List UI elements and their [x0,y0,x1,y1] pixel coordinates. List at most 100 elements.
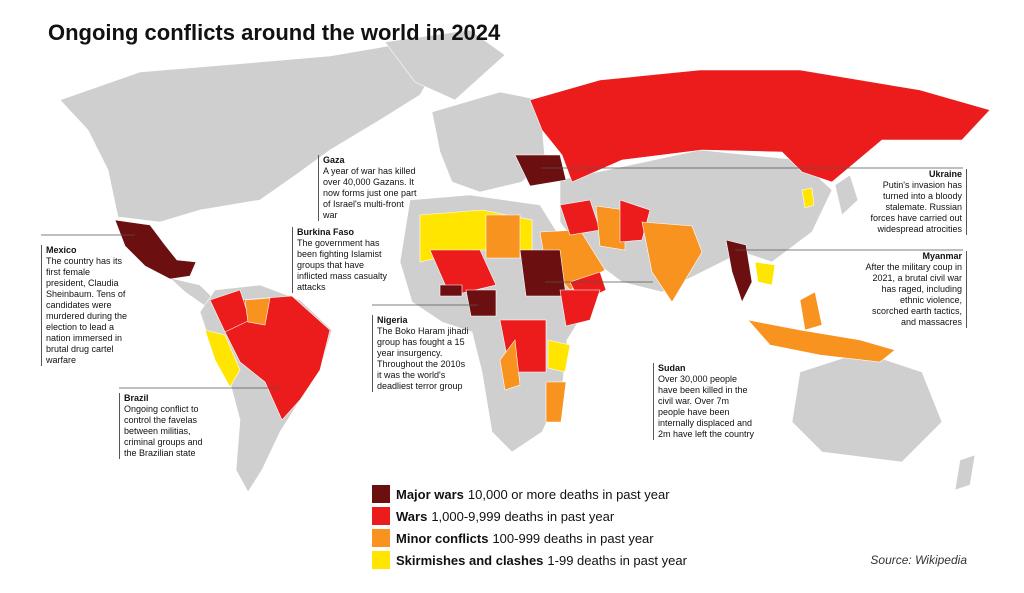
legend-label: Wars [396,508,428,524]
conflict-region [545,381,567,423]
annotation-title: Brazil [124,393,149,403]
annotation-line: 2m have left the country [658,429,755,439]
annotation-line: attacks [297,282,326,292]
annotation-line: brutal drug cartel [46,344,114,354]
legend-label: Major wars [396,486,464,502]
annotation-line: widespread atrocities [877,224,962,234]
annotation: Gaza A year of war has killed over 40,000 … [318,155,417,221]
annotation-line: candidates were [46,300,112,310]
annotation-title: Nigeria [377,315,408,325]
annotation-line: people have been [658,407,730,417]
conflict-region [559,289,601,327]
annotation-line: After the military coup in [865,262,962,272]
legend-item: Major wars 10,000 or more deaths in past … [372,483,687,505]
conflict-region [114,219,197,280]
annotation-line: ethnic violence, [899,295,962,305]
annotation-title: Gaza [323,155,345,165]
legend-description: 1,000-9,999 deaths in past year [431,508,615,524]
conflict-region [799,291,823,331]
annotation-line: president, Claudia [46,278,119,288]
annotation: Sudan Over 30,000 people have been killed … [653,363,754,440]
legend-description: 1-99 deaths in past year [547,552,687,568]
annotation-line: murdered during the [46,311,128,321]
annotation-line: criminal groups and [124,437,203,447]
conflict-region [619,199,651,243]
annotation-title: Burkina Faso [297,227,355,237]
annotation-line: turned into a bloody [882,191,962,201]
annotation: Brazil Ongoing conflict to control the fav… [119,393,203,459]
annotation-line: over 40,000 Gazans. It [323,177,415,187]
annotation-line: between militias, [124,426,191,436]
annotation-title: Ukraine [928,169,962,179]
annotation-line: internally displaced and [658,418,753,428]
annotation-line: war [323,210,338,220]
annotation-line: have been killed in the [658,385,748,395]
annotation-line: has raged, including [881,284,962,294]
conflict-region [519,249,567,297]
annotation-line: nation immersed in [46,333,123,343]
legend-label: Minor conflicts [396,530,489,546]
annotation: Nigeria The Boko Haram jihadi group has fo… [372,315,469,392]
annotation-line: forces have carried out [870,213,962,223]
annotation-line: control the favelas [124,415,198,425]
annotation-line: scorched earth tactics, [871,306,962,316]
conflict-region [429,249,497,297]
annotation-line: it was the world's [377,370,446,380]
annotation-line: deadliest terror group [377,381,463,391]
annotation: Burkina Faso The government has been fight… [292,227,387,293]
annotation-line: election to lead a [46,322,115,332]
legend-swatch [372,485,390,503]
annotation-line: Over 30,000 people [658,374,738,384]
annotation-title: Mexico [46,245,77,255]
conflict-region [725,239,753,303]
annotation-line: civil war. Over 7m [658,396,730,406]
annotation-line: Throughout the 2010s [377,359,466,369]
annotation-line: Putin's invasion has [882,180,962,190]
conflict-region [529,69,991,183]
conflict-region [595,205,626,251]
annotation-line: the Brazilian state [124,448,196,458]
annotation: Ukraine Putin's invasion has turned into a… [870,169,967,235]
annotation-line: The government has [297,238,380,248]
annotation-line: of Israel's multi-front [323,199,404,209]
annotation: Myanmar After the military coup in 2021, a… [865,251,967,328]
conflict-region [465,289,497,317]
legend-label: Skirmishes and clashes [396,552,544,568]
legend-item: Wars 1,000-9,999 deaths in past year [372,505,687,527]
conflict-region [547,339,571,373]
annotation-line: Sheinbaum. Tens of [46,289,126,299]
annotation-line: warfare [46,355,77,365]
annotation-line: first female [46,267,91,277]
annotation-line: 2021, a brutal civil war [872,273,962,283]
annotation-line: The Boko Haram jihadi [377,326,469,336]
annotation-line: The country has its [46,256,123,266]
annotation-title: Sudan [658,363,686,373]
conflict-region [224,295,331,421]
conflict-region [439,284,463,297]
conflict-region [514,154,567,187]
conflict-region [485,214,521,259]
annotation-line: groups that have [297,260,365,270]
conflict-region [801,187,815,209]
legend-swatch [372,529,390,547]
legend-swatch [372,551,390,569]
annotation-title: Myanmar [922,251,962,261]
conflict-areas [114,69,991,423]
legend: Major wars 10,000 or more deaths in past … [372,483,687,571]
conflict-region [244,297,271,326]
conflict-region [641,221,703,303]
legend-description: 100-999 deaths in past year [492,530,654,546]
conflict-region [754,261,776,286]
annotation-line: stalemate. Russian [885,202,962,212]
legend-item: Minor conflicts 100-999 deaths in past ye… [372,527,687,549]
annotation-line: A year of war has killed [323,166,416,176]
annotation-line: been fighting Islamist [297,249,382,259]
source: Source: Wikipedia [870,553,967,567]
title: Ongoing conflicts around the world in 20… [48,20,501,45]
annotation-line: year insurgency. [377,348,443,358]
annotation-line: and massacres [900,317,962,327]
legend-description: 10,000 or more deaths in past year [467,486,670,502]
conflict-region [747,319,896,363]
